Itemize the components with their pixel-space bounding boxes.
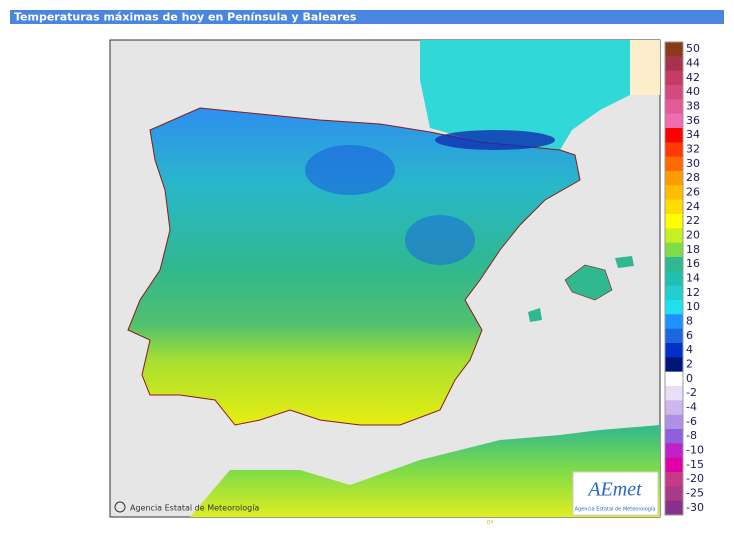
legend-label: 32 [686, 143, 700, 156]
legend-swatch [665, 185, 683, 200]
longitude-label: 0º [487, 520, 494, 527]
legend-label: 22 [686, 214, 700, 227]
legend-label: 44 [686, 57, 700, 70]
legend-label: 0 [686, 372, 693, 385]
legend-label: -2 [686, 386, 697, 399]
title-bar [10, 10, 724, 24]
legend-label: 12 [686, 286, 700, 299]
legend-label: -8 [686, 429, 697, 442]
title: Temperaturas máximas de hoy en Península… [14, 11, 357, 24]
france [420, 40, 640, 150]
legend-label: 36 [686, 114, 700, 127]
legend-swatch [665, 228, 683, 243]
legend-label: -20 [686, 472, 704, 485]
credit: Agencia Estatal de Meteorología [130, 504, 259, 513]
legend-label: 18 [686, 243, 700, 256]
legend-label: -15 [686, 458, 704, 471]
iberian-range [305, 145, 395, 195]
logo-box [572, 471, 659, 516]
legend-label: 10 [686, 300, 700, 313]
map: Agencia Estatal de Meteorología AEmet Ag… [109, 39, 661, 518]
legend-swatch [665, 56, 683, 71]
legend-swatch [665, 113, 683, 129]
logo-name: AEmet [586, 479, 642, 501]
menorca [615, 256, 634, 268]
pyrenees [435, 130, 555, 150]
legend-swatch [665, 500, 683, 516]
ibiza [528, 308, 542, 322]
alps [630, 40, 660, 95]
legend-swatch [665, 328, 683, 344]
legend-swatch [665, 386, 683, 401]
legend-swatch [665, 414, 683, 430]
legend-swatch [665, 42, 683, 57]
legend-label: 8 [686, 315, 693, 328]
legend-label: -4 [686, 401, 697, 414]
legend-swatch [665, 70, 683, 86]
legend-label: 14 [686, 272, 700, 285]
legend-swatch [665, 271, 683, 286]
legend-label: -30 [686, 501, 704, 514]
legend-swatch [665, 443, 683, 458]
legend-label: 2 [686, 358, 693, 371]
logo-subtitle: Agencia Estatal de Meteorología [575, 506, 656, 513]
legend-label: 28 [686, 171, 700, 184]
legend-label: 34 [686, 128, 700, 141]
legend-swatch [665, 300, 683, 315]
legend-swatch [665, 429, 683, 444]
legend-label: 16 [686, 257, 700, 270]
legend-swatch [665, 314, 683, 329]
legend: 5044424038363432302826242220181614121086… [664, 41, 704, 516]
legend-swatch [665, 357, 683, 372]
legend-label: 6 [686, 329, 693, 342]
legend-swatch [665, 142, 683, 157]
legend-label: -10 [686, 444, 704, 457]
legend-swatch [665, 486, 683, 501]
legend-label: -6 [686, 415, 697, 428]
legend-label: 4 [686, 343, 693, 356]
legend-swatch [665, 242, 683, 258]
legend-swatch [665, 128, 683, 143]
north-africa [190, 425, 660, 517]
legend-label: 20 [686, 229, 700, 242]
legend-swatch [665, 400, 683, 415]
legend-label: 50 [686, 42, 700, 55]
legend-swatch [665, 85, 683, 100]
copyright-icon [114, 501, 126, 513]
legend-swatch [665, 257, 683, 272]
legend-label: -25 [686, 487, 704, 500]
legend-swatch [665, 343, 683, 358]
legend-label: 30 [686, 157, 700, 170]
highlands [405, 215, 475, 265]
legend-label: 38 [686, 100, 700, 113]
legend-swatch [665, 285, 683, 301]
legend-swatch [665, 371, 683, 387]
legend-label: 42 [686, 71, 700, 84]
legend-swatch [665, 156, 683, 172]
legend-swatch [665, 472, 683, 487]
legend-label: 24 [686, 200, 700, 213]
legend-swatch [665, 171, 683, 186]
mallorca [564, 264, 613, 301]
legend-swatch [665, 214, 683, 229]
legend-frame [664, 41, 684, 516]
legend-label: 40 [686, 85, 700, 98]
legend-swatch [665, 99, 683, 114]
legend-label: 26 [686, 186, 700, 199]
legend-swatch [665, 457, 683, 473]
legend-swatch [665, 199, 683, 215]
